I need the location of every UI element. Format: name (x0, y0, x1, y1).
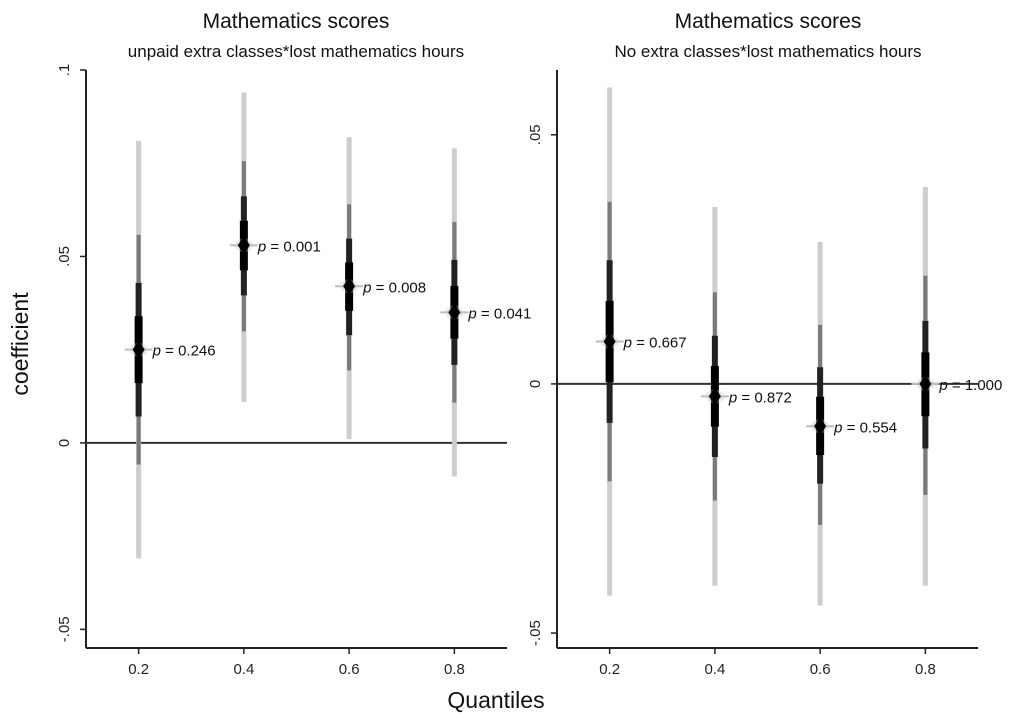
x-tick-label: 0.4 (704, 661, 725, 678)
p-value-label: p = 0.008 (362, 279, 426, 296)
y-tick-label: .05 (527, 124, 544, 145)
p-value-label: p = 0.001 (257, 238, 321, 255)
y-tick-label: .05 (56, 246, 73, 267)
coefficient-marker: p = 0.008 (335, 137, 426, 440)
x-tick-label: 0.8 (915, 661, 936, 678)
x-axis-title: Quantiles (447, 687, 544, 713)
p-value-label: p = 0.041 (467, 305, 531, 322)
coefficient-point (814, 417, 827, 436)
y-tick-label: 0 (527, 380, 544, 388)
coefficient-point (132, 340, 145, 359)
p-symbol: p (257, 238, 266, 255)
panel-2: Mathematics scores No extra classes*lost … (527, 10, 1002, 678)
x-tick-label: 0.6 (810, 661, 831, 678)
p-value: = 0.667 (632, 335, 687, 352)
coefficient-point (448, 303, 461, 322)
coefficient-marker: p = 0.001 (229, 92, 321, 402)
y-tick-label: -.05 (527, 620, 544, 646)
p-value: = 0.554 (842, 419, 897, 436)
y-tick-label: 0 (56, 439, 73, 447)
coefficient-marker: p = 1.000 (911, 187, 1002, 586)
x-tick-label: 0.4 (233, 661, 254, 678)
p-value: = 0.246 (161, 343, 216, 360)
p-value-label: p = 1.000 (938, 377, 1002, 394)
p-value: = 1.000 (948, 377, 1003, 394)
x-tick-label: 0.8 (444, 661, 465, 678)
p-symbol: p (938, 377, 947, 394)
p-value-label: p = 0.872 (728, 389, 792, 406)
p-symbol: p (467, 305, 476, 322)
p-value-label: p = 0.667 (623, 335, 687, 352)
coefficient-point (919, 374, 932, 393)
p-value: = 0.001 (266, 238, 321, 255)
x-tick-label: 0.2 (599, 661, 620, 678)
coefficient-point (237, 236, 250, 255)
y-tick-label: .1 (56, 64, 73, 77)
panels: Mathematics scores unpaid extra classes*l… (56, 10, 1002, 678)
y-tick-label: -.05 (56, 616, 73, 642)
coefficient-point (603, 332, 616, 351)
p-value: = 0.872 (737, 389, 792, 406)
coefficient-point (343, 277, 356, 296)
x-tick-label: 0.2 (128, 661, 149, 678)
panel-title: Mathematics scores (203, 10, 390, 33)
p-symbol: p (728, 389, 737, 406)
p-value: = 0.041 (477, 305, 532, 322)
p-value: = 0.008 (371, 279, 426, 296)
p-symbol: p (152, 343, 161, 360)
p-symbol: p (833, 419, 842, 436)
coefficient-point (708, 387, 721, 406)
p-value-label: p = 0.246 (152, 343, 216, 360)
panel-title: Mathematics scores (675, 10, 862, 33)
y-axis-title: coefficient (7, 292, 33, 396)
coefficient-marker: p = 0.554 (806, 241, 897, 606)
coefficient-marker: p = 0.041 (440, 148, 531, 477)
panel-1: Mathematics scores unpaid extra classes*l… (56, 10, 531, 678)
p-value-label: p = 0.554 (833, 419, 897, 436)
p-symbol: p (362, 279, 371, 296)
panel-subtitle: No extra classes*lost mathematics hours (614, 42, 921, 61)
x-tick-label: 0.6 (339, 661, 360, 678)
coefficient-marker: p = 0.246 (124, 140, 216, 559)
p-symbol: p (623, 335, 632, 352)
panel-subtitle: unpaid extra classes*lost mathematics ho… (128, 42, 464, 61)
coefficient-marker: p = 0.667 (595, 87, 687, 596)
coefficient-marker: p = 0.872 (700, 207, 792, 586)
